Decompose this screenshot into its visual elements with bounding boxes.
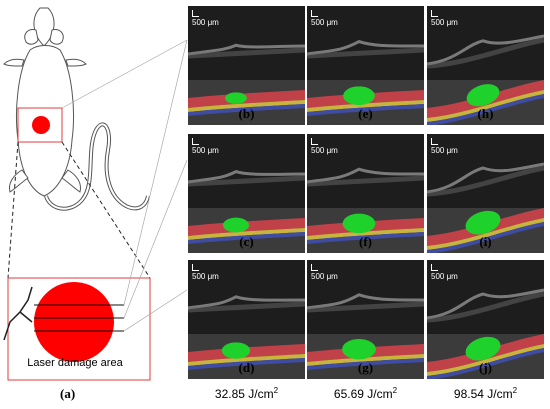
mouse-front-left-leg [3, 58, 25, 67]
oct-panel: 500 μm (h) [427, 6, 544, 125]
panel-label: (c) [239, 234, 254, 249]
scale-bar: 500 μm [431, 10, 458, 27]
oct-panel: 500 μm (c) [188, 134, 305, 253]
panel-label: (i) [479, 234, 492, 249]
oct-panel: 500 μm (j) [427, 260, 544, 379]
panel-label: (g) [357, 360, 374, 375]
panel-label: (b) [238, 106, 255, 121]
scale-bar: 500 μm [431, 138, 458, 155]
scale-bar: 500 μm [431, 264, 458, 281]
scale-bar: 500 μm [311, 10, 338, 27]
mouse-hind-right-leg [61, 169, 81, 193]
panel-label: (e) [358, 106, 373, 121]
mouse-hind-left-leg [9, 169, 29, 193]
panel-label: (d) [238, 360, 255, 375]
oct-panel: 500 μm (g) [307, 260, 424, 379]
scale-bar: 500 μm [192, 10, 219, 27]
oct-panel: 500 μm (f) [307, 134, 424, 253]
mouse-left-ear [24, 29, 39, 45]
scale-bar: 500 μm [192, 138, 219, 155]
mouse-front-right-leg [65, 58, 87, 67]
panel-label: (j) [479, 360, 492, 375]
laser-spot-large [34, 282, 114, 362]
fluence-label-3: 98.54 J/cm2 [453, 386, 518, 401]
mouse-diagram [3, 7, 188, 381]
fluence-label-1: 32.85 J/cm2 [214, 386, 279, 401]
oct-panel: 500 μm (e) [307, 6, 424, 125]
laser-damage-label: Laser damage area [27, 357, 123, 369]
oct-panel: 500 μm (b) [188, 6, 305, 125]
fluence-label-2: 65.69 J/cm2 [333, 386, 398, 401]
scale-bar: 500 μm [311, 138, 338, 155]
damage-region-box [17, 107, 63, 143]
panel-label: (f) [359, 234, 372, 249]
scale-bar: 500 μm [192, 264, 219, 281]
scale-bar: 500 μm [311, 264, 338, 281]
figure-label-a: (a) [60, 386, 76, 401]
laser-spot-small [32, 116, 50, 134]
oct-panel: 500 μm (d) [188, 260, 305, 379]
mouse-right-ear [49, 29, 64, 45]
panel-label: (h) [477, 106, 494, 121]
blood-vessel [3, 286, 33, 341]
oct-panel: 500 μm (i) [427, 134, 544, 253]
